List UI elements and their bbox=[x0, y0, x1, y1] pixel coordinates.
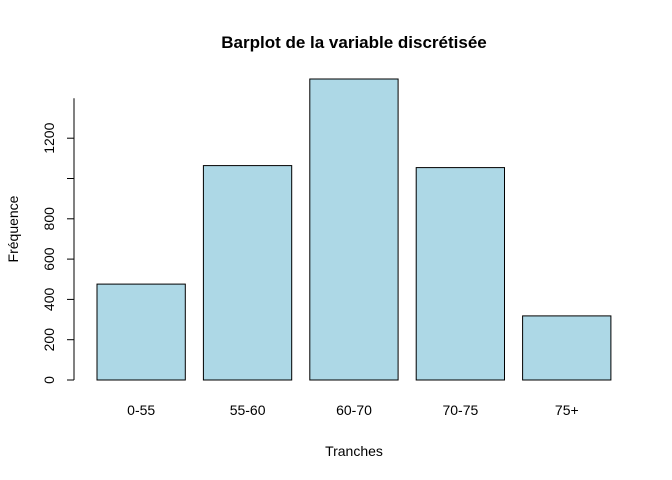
x-tick-label: 60-70 bbox=[336, 402, 372, 418]
x-tick-label: 55-60 bbox=[230, 402, 266, 418]
y-tick-label: 200 bbox=[41, 328, 57, 352]
x-tick-label: 70-75 bbox=[442, 402, 478, 418]
x-tick-label: 75+ bbox=[555, 402, 579, 418]
x-axis-label: Tranches bbox=[325, 443, 383, 459]
y-tick-label: 0 bbox=[41, 376, 57, 384]
y-tick-label: 800 bbox=[41, 207, 57, 231]
x-tick-labels: 0-55 55-60 60-70 70-75 75+ bbox=[127, 402, 578, 418]
bar-75+ bbox=[522, 315, 612, 381]
chart-title: Barplot de la variable discrétisée bbox=[221, 33, 487, 52]
bar-60-70 bbox=[309, 78, 399, 381]
bar-70-75 bbox=[415, 167, 506, 381]
y-tick-label: 400 bbox=[41, 288, 57, 312]
bar-0-55 bbox=[96, 283, 186, 381]
y-tick-label: 600 bbox=[41, 247, 57, 271]
x-tick-label: 0-55 bbox=[127, 402, 155, 418]
bars-group bbox=[96, 78, 612, 381]
y-axis-label: Fréquence bbox=[5, 195, 21, 262]
bar-55-60 bbox=[202, 165, 293, 381]
y-axis: 0 200 400 600 800 1200 bbox=[41, 98, 75, 384]
y-tick-label: 1200 bbox=[41, 122, 57, 153]
